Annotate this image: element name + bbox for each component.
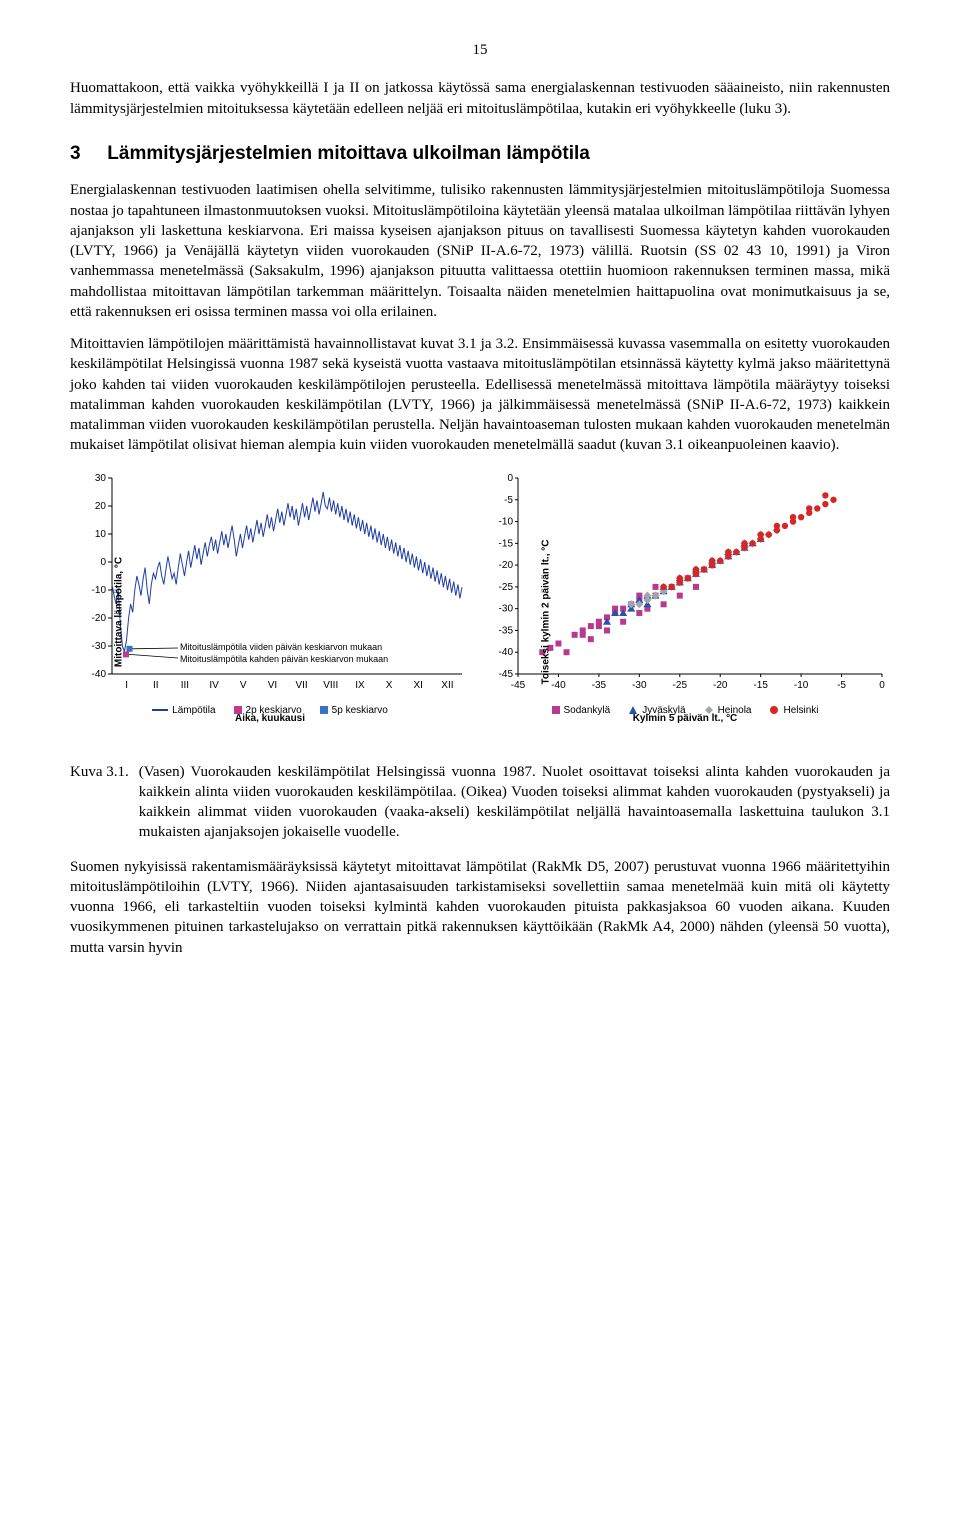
svg-text:-40: -40 [499, 647, 514, 658]
svg-text:II: II [153, 680, 159, 691]
chart-left-svg: -40-30-20-100102030IIIIIIIVVVIVIIVIIIIXX… [70, 472, 470, 702]
chart-right-xlabel: Kylmin 5 päivän lt., °C [633, 712, 738, 726]
paragraph-2: Energialaskennan testivuoden laatimisen … [70, 180, 890, 322]
svg-text:XI: XI [414, 680, 423, 691]
section-heading: 3 Lämmitysjärjestelmien mitoittava ulkoi… [70, 141, 890, 167]
figure-3-1: Mitoittava lämpötila, °C -40 -30 -20 -10 0 10… [70, 472, 890, 752]
svg-text:-40: -40 [551, 680, 566, 691]
svg-text:-10: -10 [794, 680, 809, 691]
figure-caption: Kuva 3.1. (Vasen) Vuorokauden keskilämpö… [70, 762, 890, 843]
svg-text:-25: -25 [499, 582, 514, 593]
svg-text:-30: -30 [499, 603, 514, 614]
svg-text:10: 10 [95, 529, 107, 540]
svg-text:V: V [240, 680, 247, 691]
svg-text:VIII: VIII [323, 680, 338, 691]
svg-text:30: 30 [95, 473, 107, 484]
svg-text:X: X [386, 680, 393, 691]
figure-caption-text: (Vasen) Vuorokauden keskilämpötilat Hels… [139, 762, 890, 843]
chart-left-ylabel: Mitoittava lämpötila, °C [112, 557, 126, 667]
chart-right-ylabel: Toiseksi kylmin 2 päivän lt., °C [540, 539, 554, 684]
svg-text:VI: VI [268, 680, 277, 691]
svg-text:-20: -20 [92, 613, 107, 624]
svg-text:VII: VII [295, 680, 307, 691]
paragraph-3: Mitoittavien lämpötilojen määrittämistä … [70, 334, 890, 456]
chart-right-scatter: Toiseksi kylmin 2 päivän lt., °C -45 -40 -… [480, 472, 890, 752]
svg-text:-20: -20 [713, 680, 728, 691]
svg-text:XII: XII [441, 680, 453, 691]
legend-item: Lämpötila [152, 704, 215, 718]
svg-text:-30: -30 [632, 680, 647, 691]
svg-text:III: III [181, 680, 189, 691]
svg-text:-30: -30 [92, 641, 107, 652]
svg-text:-15: -15 [753, 680, 768, 691]
svg-text:-45: -45 [499, 669, 514, 680]
svg-text:-15: -15 [499, 538, 514, 549]
chart-left-xlabel: Aika, kuukausi [235, 712, 305, 726]
svg-text:-10: -10 [92, 585, 107, 596]
page-number: 15 [70, 40, 890, 60]
svg-text:-20: -20 [499, 560, 514, 571]
paragraph-4: Suomen nykyisissä rakentamismääräyksissä… [70, 857, 890, 958]
svg-text:IV: IV [209, 680, 219, 691]
legend-item: 5p keskiarvo [320, 704, 388, 718]
svg-text:0: 0 [879, 680, 885, 691]
svg-text:-5: -5 [837, 680, 846, 691]
svg-text:-35: -35 [592, 680, 607, 691]
svg-text:-35: -35 [499, 625, 514, 636]
section-title: Lämmitysjärjestelmien mitoittava ulkoilm… [107, 143, 590, 164]
svg-text:-10: -10 [499, 516, 514, 527]
svg-text:-40: -40 [92, 669, 107, 680]
svg-text:-5: -5 [504, 494, 513, 505]
chart-left-temperature-line: Mitoittava lämpötila, °C -40 -30 -20 -10 0 10… [70, 472, 470, 752]
svg-text:I: I [125, 680, 128, 691]
paragraph-1: Huomattakoon, että vaikka vyöhykkeillä I… [70, 78, 890, 119]
svg-text:0: 0 [507, 473, 513, 484]
legend-item: Helsinki [769, 704, 818, 718]
svg-text:-25: -25 [673, 680, 688, 691]
chart-left-note-5p: Mitoituslämpötila viiden päivän keskiarv… [180, 642, 382, 653]
figure-label: Kuva 3.1. [70, 762, 129, 843]
svg-text:-45: -45 [511, 680, 526, 691]
section-number: 3 [70, 141, 102, 167]
legend-item: Sodankylä [552, 704, 611, 718]
svg-text:IX: IX [355, 680, 365, 691]
chart-left-note-2p: Mitoituslämpötila kahden päivän keskiarv… [180, 654, 388, 665]
svg-text:0: 0 [100, 557, 106, 568]
svg-text:20: 20 [95, 501, 107, 512]
